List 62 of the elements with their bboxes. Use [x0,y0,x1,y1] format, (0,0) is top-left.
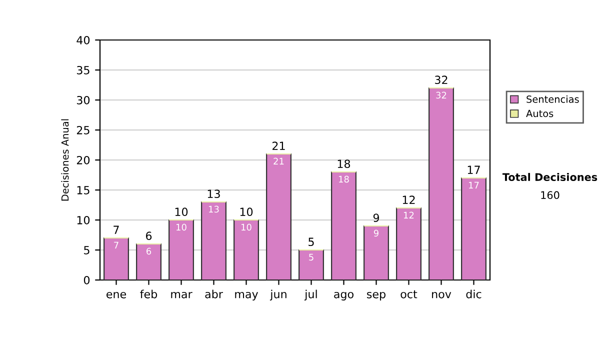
x-tick-label: may [235,292,258,300]
bar [428,87,454,280]
bar [364,225,389,280]
y-tick-label: 25 [76,126,90,134]
bar [234,219,259,280]
text: Total Decisiones [502,172,598,182]
y-tick-label: 20 [76,156,90,164]
bar [266,153,292,280]
x-tick-label: jun [270,290,286,300]
data-label: 21 [274,158,284,164]
data-label: 10 [242,224,252,231]
y-tick-label: 40 [76,36,90,44]
bar [136,243,162,280]
legend-label: Sentencias [526,95,579,103]
bar [298,249,324,280]
data-label: 6 [146,248,152,255]
bar [331,171,356,280]
total-label: 5 [308,238,314,246]
x-tick-label: mar [171,292,192,298]
data-label: 9 [374,230,378,237]
total-label: 18 [338,160,350,168]
y-axis-title: Decisiones Anual [61,119,69,201]
x-tick-label: oct [400,290,418,298]
data-label: 7 [114,242,118,248]
bar [396,207,422,280]
total-label: 32 [435,76,448,84]
bar [168,219,194,280]
total-label: 10 [240,208,253,216]
y-tick-label: 10 [77,216,90,224]
total-label: 7 [114,226,119,234]
total-label: 21 [272,142,285,150]
x-tick-label: nov [432,292,452,298]
x-tick-label: ene [106,292,126,298]
legend-label: Autos [526,110,554,118]
y-tick-label: 5 [84,246,90,254]
y-tick-label: 15 [77,186,90,194]
y-tick-label: 35 [76,66,90,74]
x-tick-label: abr [205,290,223,298]
bar [104,237,129,280]
y-tick-label: 30 [76,96,90,104]
data-label: 10 [176,224,186,231]
x-tick-label: jul [304,290,317,300]
bar [201,201,226,280]
data-label: 17 [469,182,479,188]
y-tick-label: 0 [84,276,90,284]
bar [461,177,486,280]
total-label: 9 [373,214,380,222]
x-tick-label: ago [334,292,354,300]
total-label: 17 [468,166,480,174]
data-label: 13 [209,206,219,213]
x-tick-label: feb [140,290,158,298]
data-label: 18 [339,176,349,183]
x-tick-label: sep [367,292,386,300]
x-tick-label: dic [466,290,482,298]
data-label: 5 [309,254,314,261]
text: 160 [541,191,560,200]
total-label: 13 [208,190,220,198]
total-label: 6 [146,232,152,240]
data-label: 32 [436,92,446,99]
total-label: 12 [402,196,415,204]
data-label: 12 [404,212,414,218]
total-label: 10 [175,208,188,216]
